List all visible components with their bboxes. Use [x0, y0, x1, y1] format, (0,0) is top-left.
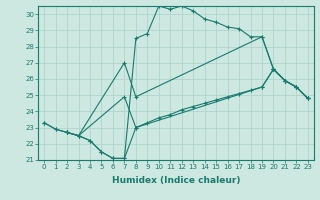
X-axis label: Humidex (Indice chaleur): Humidex (Indice chaleur) [112, 176, 240, 185]
